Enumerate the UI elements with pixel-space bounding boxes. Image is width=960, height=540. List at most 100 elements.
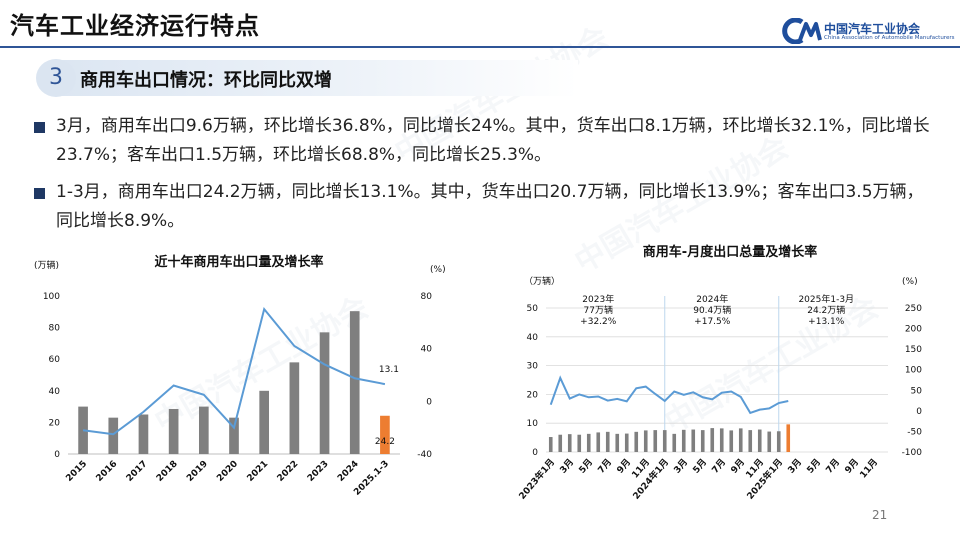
x-tick-label: 7月 [596, 457, 614, 476]
page-number: 21 [872, 508, 888, 522]
chart-title: 近十年商用车出口量及增长率 [154, 254, 323, 270]
bar [558, 434, 563, 452]
bar [738, 428, 743, 452]
annotation-line: 90.4万辆 [693, 304, 731, 316]
bar [700, 430, 705, 452]
logo-english-name: China Association of Automobile Manufact… [824, 35, 955, 41]
annual-export-chart: 近十年商用车出口量及增长率 (万辆) (%) 0 20 40 60 80 100 -40 0 4… [34, 254, 446, 498]
bar [710, 428, 715, 452]
annotation-line: +17.5% [694, 317, 731, 327]
bar [719, 428, 724, 452]
annotation-line: 2023年 [582, 293, 614, 305]
x-tick-label: 3月 [786, 457, 804, 476]
bar [198, 406, 209, 454]
annotation: 2025年1-3月 24.2万辆+13.1% [798, 293, 854, 327]
caam-logo: 中国汽车工业协会 China Association of Automobile… [778, 18, 954, 46]
bar [605, 431, 610, 452]
bar [138, 414, 149, 454]
x-tick-label: 2023年1月 [516, 456, 557, 501]
bar [634, 431, 639, 452]
bar [776, 431, 781, 452]
bar [319, 332, 330, 454]
bar [786, 424, 791, 452]
bar [586, 433, 591, 452]
y2-tick-label: -100 [902, 448, 923, 458]
header: 汽车工业经济运行特点 中国汽车工业协会 China Association of… [0, 0, 960, 44]
y2-tick-label: 80 [421, 292, 433, 302]
bar [229, 417, 239, 454]
bar [729, 430, 734, 452]
y2-tick-label: 200 [905, 325, 922, 335]
data-label: 13.1 [379, 365, 399, 375]
bar [548, 437, 553, 452]
bar [615, 433, 620, 452]
annotation-line: +32.2% [580, 317, 617, 327]
x-tick-label: 2017 [125, 459, 150, 484]
x-tick-label: 7月 [824, 457, 842, 476]
annotation-line: 77万辆 [584, 304, 613, 316]
x-tick-label: 2021 [246, 459, 271, 484]
y2-tick-label: 100 [905, 366, 922, 376]
bar [349, 311, 360, 454]
page-title: 汽车工业经济运行特点 [10, 12, 260, 40]
bullet-item: 3月，商用车出口9.6万辆，环比增长36.8%，同比增长24%。其中，货车出口8… [34, 112, 934, 170]
y2-tick-label: 50 [911, 386, 923, 396]
bar [577, 434, 582, 452]
x-tick-label: 2019 [185, 459, 210, 484]
y2-tick-label: -40 [417, 450, 432, 460]
y-tick-label: 0 [532, 448, 538, 458]
bar [596, 432, 601, 452]
x-tick-label: 3月 [558, 457, 576, 476]
y2-axis-label: (%) [430, 265, 446, 275]
y-axis-label: (万辆) [34, 259, 59, 271]
header-divider [0, 46, 960, 48]
bar [767, 431, 772, 452]
bar [643, 430, 648, 452]
section-number-badge: 3 [36, 59, 76, 97]
bar [662, 430, 667, 452]
bar [624, 433, 629, 452]
x-tick-label: 5月 [805, 457, 823, 476]
bar [259, 390, 270, 454]
y-tick-label: 80 [49, 324, 61, 334]
y-tick-label: 20 [527, 390, 539, 400]
bar [168, 408, 179, 454]
bar [289, 362, 300, 454]
data-label: 24.2 [375, 437, 395, 447]
y-axis-label: （万辆） [524, 275, 560, 287]
growth-rate-line [549, 375, 789, 415]
annotation-line: 24.2万辆 [807, 304, 845, 316]
y-tick-label: 10 [527, 419, 539, 429]
y2-tick-label: 250 [905, 304, 922, 314]
logo-chinese-name: 中国汽车工业协会 [824, 22, 921, 36]
y2-axis-label: (%) [902, 277, 918, 287]
y-tick-label: 40 [527, 333, 539, 343]
y2-tick-label: 40 [421, 345, 433, 355]
x-tick-label: 2022 [276, 459, 301, 484]
y2-tick-label: -50 [907, 427, 922, 437]
monthly-export-chart: 商用车-月度出口总量及增长率 （万辆） (%) 0 10 20 30 40 50 -100 -… [516, 244, 923, 502]
y-tick-label: 50 [527, 304, 539, 314]
y-tick-label: 0 [54, 450, 60, 460]
y-tick-label: 20 [49, 418, 61, 428]
bar [691, 429, 696, 452]
bullet-list: 3月，商用车出口9.6万辆，环比增长36.8%，同比增长24%。其中，货车出口8… [34, 112, 934, 236]
bar [567, 434, 572, 452]
y2-tick-label: 0 [916, 407, 922, 417]
x-tick-label: 7月 [710, 457, 728, 476]
x-tick-label: 2023 [306, 459, 331, 484]
bar [681, 429, 686, 452]
chart-title: 商用车-月度出口总量及增长率 [643, 244, 817, 260]
bullet-item: 1-3月，商用车出口24.2万辆，同比增长13.1%。其中，货车出口20.7万辆… [34, 178, 934, 236]
annotation-line: 2025年1-3月 [798, 293, 854, 305]
bullet-text: 3月，商用车出口9.6万辆，环比增长36.8%，同比增长24%。其中，货车出口8… [56, 116, 930, 165]
bullet-text: 1-3月，商用车出口24.2万辆，同比增长13.1%。其中，货车出口20.7万辆… [56, 182, 924, 231]
y-tick-label: 40 [49, 387, 61, 397]
bullet-square-icon [34, 188, 45, 199]
bar [380, 415, 390, 454]
bar [672, 433, 677, 452]
y-tick-label: 100 [43, 292, 60, 302]
x-tick-label: 2024 [336, 459, 361, 484]
x-tick-label: 2018 [155, 459, 180, 484]
x-tick-label: 2016 [95, 459, 120, 484]
